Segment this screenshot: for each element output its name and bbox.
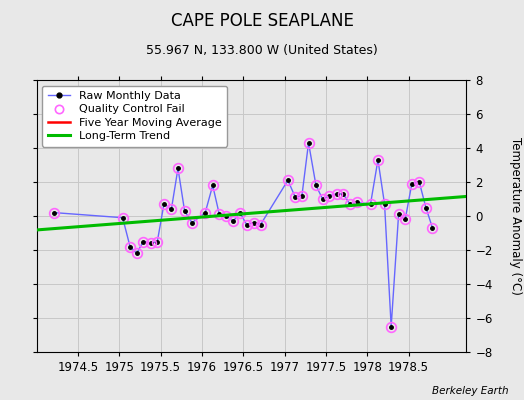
Text: CAPE POLE SEAPLANE: CAPE POLE SEAPLANE	[171, 12, 353, 30]
Text: 55.967 N, 133.800 W (United States): 55.967 N, 133.800 W (United States)	[146, 44, 378, 57]
Text: Berkeley Earth: Berkeley Earth	[432, 386, 508, 396]
Legend: Raw Monthly Data, Quality Control Fail, Five Year Moving Average, Long-Term Tren: Raw Monthly Data, Quality Control Fail, …	[42, 86, 227, 147]
Y-axis label: Temperature Anomaly (°C): Temperature Anomaly (°C)	[509, 137, 522, 295]
